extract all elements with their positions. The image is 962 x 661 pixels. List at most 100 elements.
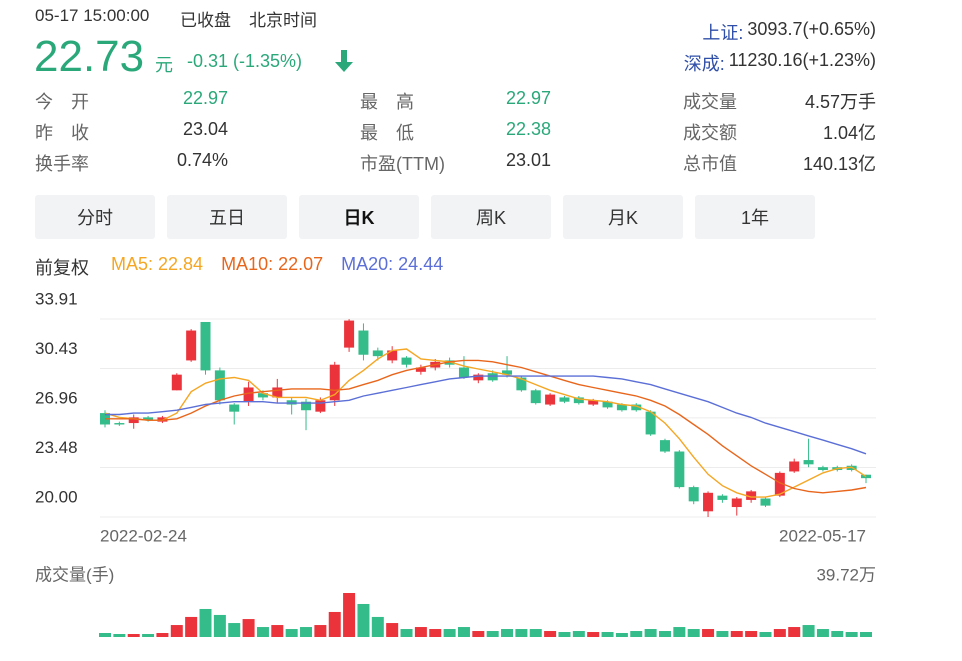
stat-value: 22.97 <box>182 88 228 108</box>
candle-body <box>200 321 211 371</box>
candle-body <box>171 374 182 391</box>
candle-body <box>760 498 771 506</box>
volume-bar <box>558 632 571 637</box>
volume-bar <box>788 627 801 637</box>
candle-body <box>803 460 814 465</box>
candle-body <box>602 401 613 408</box>
volume-bar <box>716 631 729 637</box>
volume-bar <box>745 631 758 637</box>
tab[interactable]: 周K <box>431 195 551 239</box>
volume-bar <box>199 608 212 637</box>
tab[interactable]: 五日 <box>167 195 287 239</box>
index-value: 3093.7(+0.65%) <box>747 19 876 39</box>
candle-body <box>616 404 627 411</box>
volume-bar <box>429 629 442 637</box>
candle-body <box>746 491 757 500</box>
tab[interactable]: 月K <box>563 195 683 239</box>
candle-body <box>817 467 828 471</box>
y-tick-label: 30.43 <box>35 339 78 358</box>
volume-tick-label: 39.72万 <box>816 565 876 584</box>
candle-body <box>473 374 484 381</box>
candle-body <box>530 390 541 404</box>
candle-body <box>114 423 125 425</box>
y-tick-label: 33.91 <box>35 289 78 308</box>
volume-bar <box>271 625 284 637</box>
volume-bar <box>673 627 686 637</box>
volume-bar <box>644 629 657 637</box>
index-name: 上证: <box>702 23 744 43</box>
volume-label: 成交量(手) <box>35 565 114 584</box>
candle-body <box>545 394 556 405</box>
x-tick-label: 2022-05-17 <box>779 526 866 545</box>
legend-name: MA5: <box>111 254 154 274</box>
stat-value: 4.57万手 <box>804 92 876 112</box>
stat-value: 0.74% <box>176 150 228 170</box>
candle-body <box>143 417 154 421</box>
candle-body <box>387 350 398 361</box>
ma-line <box>104 348 867 498</box>
candle-body <box>229 404 240 412</box>
volume-bar <box>156 633 169 637</box>
candle-body <box>502 370 513 375</box>
volume-bar <box>371 616 384 637</box>
candle-body <box>645 411 656 435</box>
volume-bar <box>802 625 815 637</box>
candle-body <box>789 461 800 472</box>
tab[interactable]: 日K <box>299 195 419 239</box>
volume-bar <box>343 593 356 637</box>
adjust: 前复权 <box>35 258 89 278</box>
y-tick-label: 20.00 <box>35 487 78 506</box>
volume-bar <box>457 627 470 637</box>
volume-bar <box>386 623 399 637</box>
volume-bar <box>472 631 485 637</box>
volume-bar <box>357 603 370 637</box>
zone: 北京时间 <box>249 11 317 30</box>
stat-label: 今 开 <box>35 92 89 112</box>
volume-bar <box>213 614 226 637</box>
stat-value: 22.97 <box>505 88 551 108</box>
y-tick-label: 23.48 <box>35 438 78 457</box>
volume-bar <box>300 627 313 637</box>
tab[interactable]: 分时 <box>35 195 155 239</box>
candle-body <box>458 367 469 378</box>
unit: 元 <box>155 55 173 75</box>
x-tick-label: 2022-02-24 <box>100 526 187 545</box>
candle-body <box>717 495 728 500</box>
stat-value: 22.38 <box>505 119 551 139</box>
candle-body <box>329 364 340 401</box>
stat-label: 成交额 <box>683 123 737 143</box>
index-value: 11230.16(+1.23%) <box>728 50 876 70</box>
legend-name: MA10: <box>221 254 274 274</box>
legend-name: MA20: <box>341 254 394 274</box>
ma-line <box>105 375 867 455</box>
volume-bar <box>170 625 183 637</box>
y-tick-label: 26.96 <box>35 388 78 407</box>
candle-body <box>415 367 426 372</box>
candle-body <box>301 401 312 411</box>
volume-bar <box>845 632 858 637</box>
volume-bar <box>228 623 241 637</box>
stat-value: 1.04亿 <box>822 123 876 143</box>
tab[interactable]: 1年 <box>695 195 815 239</box>
candle-body <box>358 330 369 355</box>
stat-label: 总市值 <box>683 154 737 174</box>
volume-bar <box>860 632 872 637</box>
stat-label: 成交量 <box>683 92 737 112</box>
legend-value: 22.84 <box>158 254 204 274</box>
volume-bar <box>127 634 140 637</box>
stat-label: 最 高 <box>360 92 414 112</box>
candle-body <box>631 404 642 411</box>
volume-bar <box>99 633 111 637</box>
down-arrow <box>335 50 353 72</box>
volume-bar <box>328 611 341 637</box>
stat-value: 23.01 <box>505 150 551 170</box>
legend-value: 22.07 <box>278 254 324 274</box>
candle-body <box>401 357 412 365</box>
candle-body <box>128 417 139 424</box>
change: -0.31 (-1.35%) <box>187 51 303 71</box>
candle-body <box>674 451 685 488</box>
candle-body <box>516 377 527 391</box>
stat-label: 昨 收 <box>35 123 89 143</box>
ma-line <box>105 359 867 494</box>
